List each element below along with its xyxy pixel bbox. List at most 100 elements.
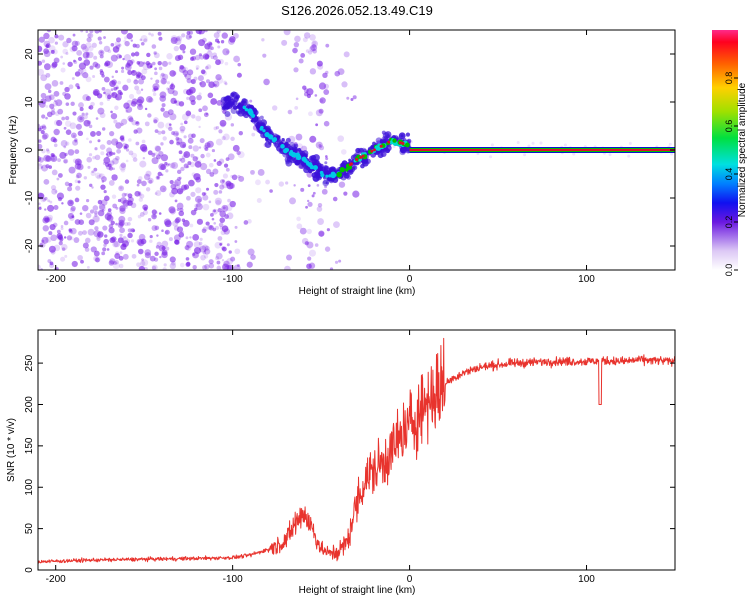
spectrogram-scatter-dot [85,42,92,49]
spectrogram-scatter-dot [490,143,494,147]
spectrogram-y-tick-label: 0 [24,147,35,153]
spectrogram-scatter-dot [539,141,543,145]
spectrogram-scatter-dot [161,240,169,248]
spectrogram-scatter-dot [159,255,162,259]
spectrogram-scatter-dot [131,70,137,76]
spectrogram-scatter-dot [159,95,167,102]
spectrogram-scatter-dot [169,113,177,121]
spectrogram-scatter-dot [194,204,199,208]
spectrogram-scatter-dot [100,50,103,54]
spectrogram-scatter-dot [206,64,212,70]
spectrogram-scatter-dot [130,228,135,233]
spectrogram-ridge-peak [262,129,266,133]
spectrogram-scatter-dot [144,107,148,111]
spectrogram-scatter-dot [101,180,105,183]
spectrogram-scatter-dot [88,124,93,129]
spectrogram-scatter-dot [144,267,148,270]
spectrogram-scatter-dot [289,197,297,205]
spectrogram-scatter-dot [202,194,209,201]
spectrogram-scatter-dot [308,262,316,269]
spectrogram-scatter-dot [75,174,80,179]
spectrogram-scatter-dot [213,221,217,225]
spectrogram-scatter-dot [75,123,82,130]
spectrogram-scatter-dot [166,81,171,85]
spectrogram-scatter-dot [94,226,99,231]
spectrogram-scatter-dot [221,246,225,251]
spectrogram-scatter-dot [99,101,104,106]
spectrogram-scatter-dot [53,204,59,210]
spectrogram-ridge-peak [259,127,263,131]
spectrogram-scatter-dot [324,246,331,252]
spectrogram-scatter-dot [312,48,318,54]
spectrogram-scatter-dot [184,245,190,251]
snr-x-ticks: -200 -100 0 100 [46,330,595,585]
spectrogram-scatter-dot [180,166,185,172]
colorbar-tick-label: 0.2 [724,216,734,229]
spectrogram-scatter-dot [160,78,167,85]
spectrogram-scatter-dot [203,112,209,118]
spectrogram-scatter-dot [489,155,493,159]
spectrogram-scatter-dot [87,165,91,169]
spectrogram-scatter-dot [265,179,270,185]
spectrogram-scatter-dot [117,222,124,229]
spectrogram-scatter-dot [156,176,160,179]
spectrogram-scatter-dot [73,59,76,63]
spectrogram-scatter-dot [161,130,166,135]
spectrogram-scatter-dot [155,245,160,249]
spectrogram-x-label: Height of straight line (km) [299,286,416,297]
spectrogram-scatter-dot [85,51,90,56]
spectrogram-scatter-dot [224,265,232,270]
spectrogram-scatter-dot [230,123,235,127]
spectrogram-ridge-peak [305,160,310,165]
spectrogram-scatter-dot [49,200,53,204]
spectrogram-scatter-dot [108,180,115,186]
spectrogram-scatter-dot [62,41,69,48]
spectrogram-scatter-dot [205,65,209,70]
spectrogram-scatter-dot [50,153,55,157]
colorbar-ticks: 0.0 0.2 0.4 0.6 0.8 [724,72,738,276]
spectrogram-scatter-dot [40,166,44,169]
spectrogram-scatter-dot [222,48,230,56]
spectrogram-scatter-dot [93,255,99,262]
spectrogram-scatter-dot [120,137,125,142]
spectrogram-scatter-dot [321,188,328,195]
spectrogram-scatter-dot [137,103,144,111]
spectrogram-scatter-dot [61,116,66,121]
spectrogram-scatter-dot [143,173,151,181]
spectrogram-scatter-dot [38,45,43,53]
spectrogram-scatter-dot [162,110,170,118]
spectrogram-scatter-dot [237,174,241,179]
spectrogram-scatter-dot [85,76,92,83]
spectrogram-scatter-dot [115,155,120,161]
spectrogram-scatter-dot [251,132,256,137]
spectrogram-scatter-dot [106,248,110,251]
spectrogram-scatter-dot [46,30,52,33]
spectrogram-scatter-dot [123,39,127,43]
spectrogram-ridge-dot [285,160,293,167]
spectrogram-scatter-dot [216,260,221,265]
spectrogram-scatter-dot [89,140,93,144]
spectrogram-scatter-dot [151,61,156,66]
spectrogram-scatter-dot [99,205,106,212]
spectrogram-scatter-dot [236,150,241,156]
spectrogram-scatter-dot [215,138,223,146]
spectrogram-scatter-dot [294,105,299,110]
spectrogram-scatter-dot [189,48,197,55]
spectrogram-scatter-dot [128,138,132,142]
spectrogram-scatter-dot [127,216,133,222]
spectrogram-scatter-dot [64,181,70,187]
spectrogram-scatter-dot [86,37,92,43]
spectrogram-ridge-peak [248,110,254,116]
spectrogram-scatter-dot [123,54,131,62]
spectrogram-scatter-dot [141,258,144,262]
spectrogram-scatter-dot [207,92,214,99]
spectrogram-scatter-dot [49,223,56,231]
spectrogram-scatter-dot [54,190,58,193]
spectrogram-scatter-dot [57,236,61,241]
spectrogram-scatter-dot [202,105,208,112]
spectrogram-scatter-dot [195,115,202,122]
spectrogram-scatter-dot [283,30,291,36]
spectrogram-scatter-dot [101,208,105,212]
spectrogram-scatter-dot [62,91,67,96]
